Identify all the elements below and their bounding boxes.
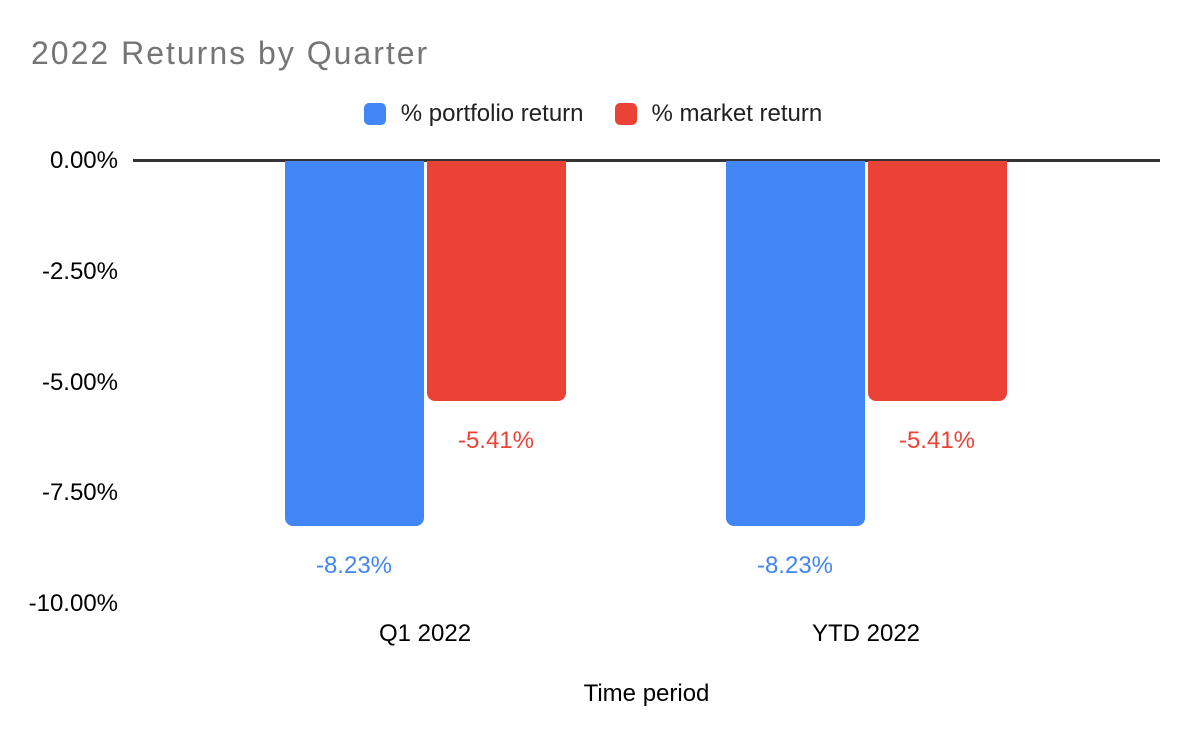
bar-portfolio-return-q1-2022[interactable]	[284, 161, 424, 526]
x-axis-title: Time period	[583, 680, 710, 707]
legend-item-market-return[interactable]: % market return	[614, 100, 823, 128]
y-tick-2-50: -2.50%	[41, 257, 118, 285]
legend-label: % market return	[651, 100, 823, 127]
legend-item-portfolio-return[interactable]: % portfolio return	[363, 100, 584, 128]
x-category-q1-2022: Q1 2022	[378, 620, 472, 647]
x-category-ytd-2022: YTD 2022	[811, 620, 921, 647]
data-label-portfolio-return-ytd-2022: -8.23%	[756, 551, 834, 579]
data-label-market-return-q1-2022: -5.41%	[457, 426, 535, 454]
legend-label: % portfolio return	[400, 100, 584, 127]
data-label-portfolio-return-q1-2022: -8.23%	[315, 551, 393, 579]
x-axis-zero-line	[133, 159, 1160, 162]
bar-portfolio-return-ytd-2022[interactable]	[725, 161, 865, 526]
y-tick-0-00: 0.00%	[49, 147, 118, 174]
bar-market-return-q1-2022[interactable]	[426, 161, 566, 401]
legend-swatch-icon	[614, 103, 637, 125]
chart-title: 2022 Returns by Quarter	[31, 35, 430, 71]
y-tick-10-00: -10.00%	[28, 590, 118, 617]
bar-market-return-ytd-2022[interactable]	[867, 161, 1007, 401]
legend: % portfolio return % market return	[0, 100, 1186, 128]
y-tick-5-00: -5.00%	[41, 368, 118, 396]
data-label-market-return-ytd-2022: -5.41%	[898, 426, 976, 454]
y-tick-7-50: -7.50%	[41, 479, 118, 507]
legend-swatch-icon	[363, 103, 386, 125]
